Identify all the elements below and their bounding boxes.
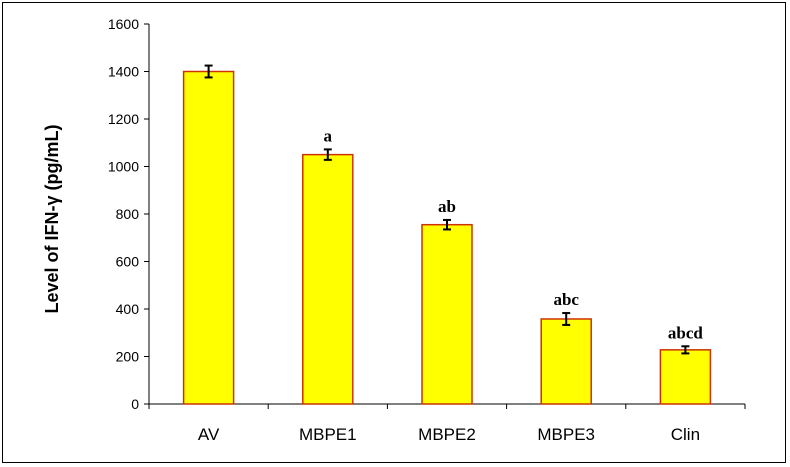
y-ticks: 0 200 400 600 800 1000 1200 1400 1600 [108,16,149,412]
bar [540,318,592,405]
error-bars [204,64,690,355]
y-tick-label: 1400 [108,64,139,80]
bar [182,70,235,405]
x-tick-label: MBPE2 [418,425,476,444]
y-axis-label: Level of IFN-γ (pg/mL) [42,124,62,313]
significance-label: a [324,126,333,145]
y-tick-label: 1200 [108,111,139,127]
significance-labels: a ab abc abcd [324,126,704,342]
x-tick-label: MBPE1 [299,425,357,444]
significance-label: ab [438,197,456,216]
y-tick-label: 0 [131,396,139,412]
y-tick-label: 800 [116,206,140,222]
x-tick-label: MBPE3 [537,425,595,444]
y-tick-label: 200 [116,349,140,365]
bar [302,153,354,405]
y-tick-label: 1000 [108,159,139,175]
x-tick-labels: AV MBPE1 MBPE2 MBPE3 Clin [198,425,700,444]
y-tick-label: 1600 [108,16,139,32]
bars [182,70,712,405]
chart-frame [2,2,786,463]
significance-label: abc [553,290,579,309]
bar [659,349,712,405]
significance-label: abcd [668,323,704,342]
y-tick-label: 600 [116,254,140,270]
bar [421,223,473,405]
x-tick-label: Clin [671,425,700,444]
y-tick-label: 400 [116,301,140,317]
x-tick-label: AV [198,425,220,444]
